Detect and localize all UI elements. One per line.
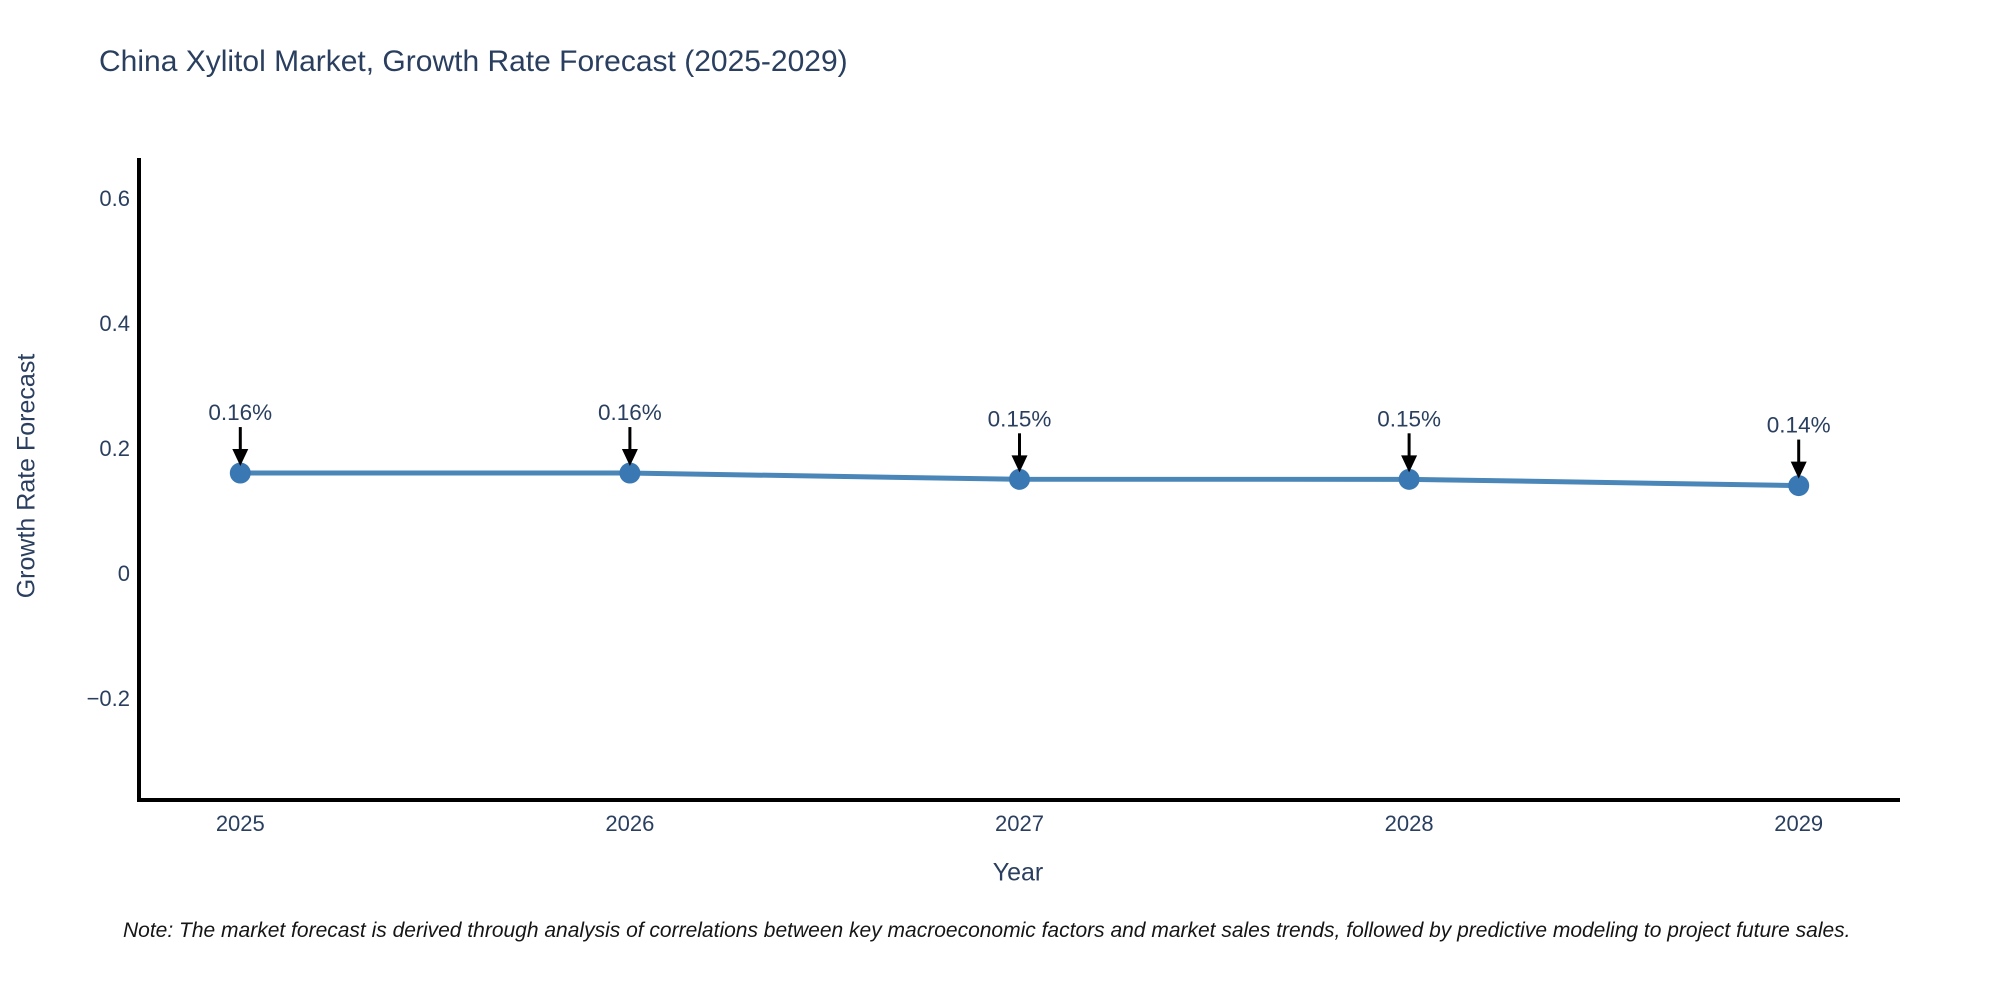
- x-axis-title: Year: [992, 858, 1044, 887]
- annotation-arrowhead-icon: [1011, 455, 1028, 473]
- data-point-label: 0.16%: [208, 400, 272, 425]
- annotation-arrowhead-icon: [1790, 461, 1807, 479]
- y-tick-label: 0.4: [99, 311, 130, 336]
- chart-title: China Xylitol Market, Growth Rate Foreca…: [99, 45, 848, 78]
- x-tick-label: 2027: [995, 811, 1044, 836]
- x-tick-label: 2028: [1385, 811, 1434, 836]
- y-axis-title: Growth Rate Forecast: [12, 353, 41, 599]
- data-point-marker[interactable]: [1398, 468, 1420, 490]
- data-point-marker[interactable]: [229, 462, 251, 484]
- y-tick-label: 0.2: [99, 436, 130, 461]
- data-point-marker[interactable]: [1009, 468, 1030, 490]
- footnote: Note: The market forecast is derived thr…: [123, 919, 1851, 942]
- x-tick-label: 2029: [1774, 811, 1823, 836]
- data-point-marker[interactable]: [1788, 475, 1810, 497]
- x-tick-label: 2025: [216, 811, 265, 836]
- y-tick-label: −0.2: [87, 686, 130, 711]
- data-point-label: 0.14%: [1767, 413, 1831, 438]
- y-tick-label: 0.6: [99, 186, 130, 211]
- annotation-arrowhead-icon: [232, 449, 249, 467]
- data-point-marker[interactable]: [619, 462, 641, 484]
- annotation-arrowhead-icon: [1401, 455, 1418, 473]
- data-point-label: 0.16%: [598, 400, 662, 425]
- y-tick-label: 0: [118, 561, 130, 586]
- x-tick-label: 2026: [605, 811, 654, 836]
- annotation-arrowhead-icon: [621, 449, 638, 467]
- data-point-label: 0.15%: [988, 406, 1052, 431]
- data-point-label: 0.15%: [1377, 406, 1441, 431]
